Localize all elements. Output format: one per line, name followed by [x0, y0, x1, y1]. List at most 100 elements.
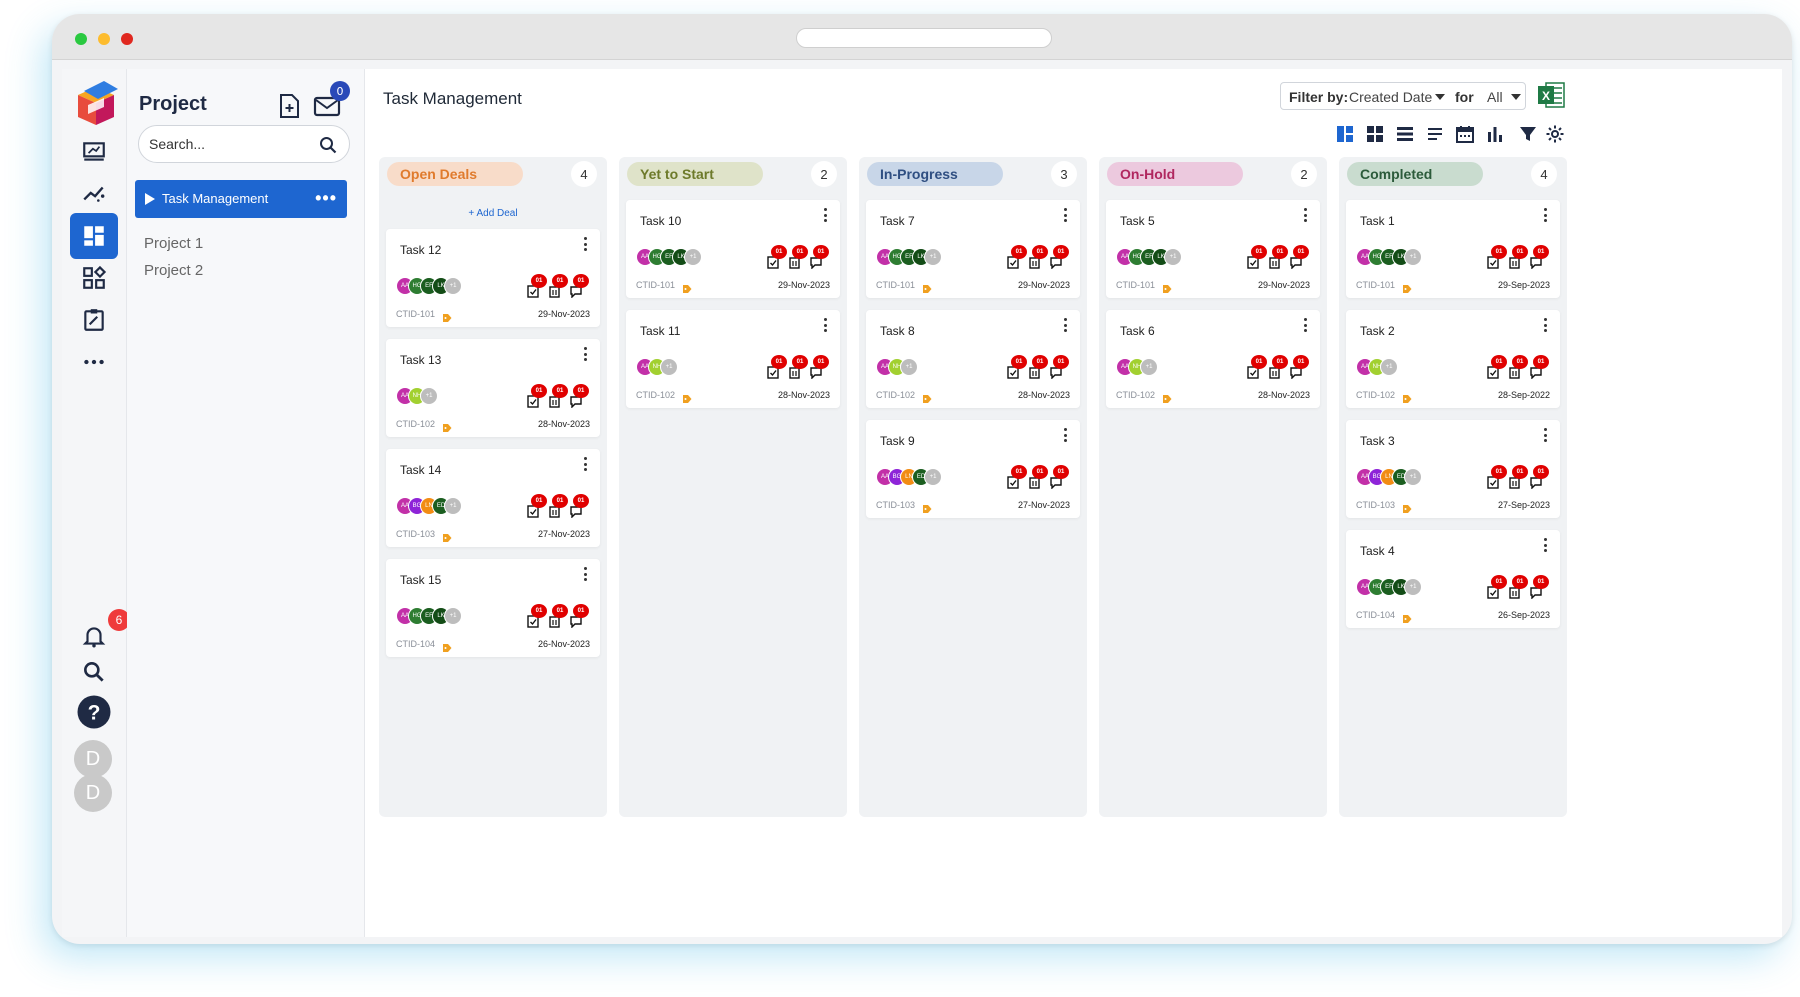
tag-icon[interactable] — [922, 279, 932, 293]
app-logo[interactable] — [74, 81, 118, 127]
comment-icon[interactable]: 01 — [1529, 355, 1549, 380]
comment-icon[interactable]: 01 — [1529, 245, 1549, 270]
tag-icon[interactable] — [442, 308, 452, 322]
card-menu-icon[interactable] — [584, 567, 588, 581]
task-card[interactable]: Task 15 AA HG EF LK +1 01 01 01 CTID-104 26-Nov-20… — [386, 559, 600, 657]
card-menu-icon[interactable] — [584, 237, 588, 251]
filter-field-select[interactable]: Created Date — [1349, 89, 1433, 105]
assignee-avatar[interactable]: +1 — [444, 277, 462, 295]
card-menu-icon[interactable] — [1544, 428, 1548, 442]
task-card[interactable]: Task 10 AA HG EF LK +1 01 01 01 CTID-101 29-Nov-20… — [626, 200, 840, 298]
global-search-icon[interactable] — [70, 649, 118, 695]
task-card[interactable]: Task 6 AA NH +1 01 01 01 CTID-102 28-Nov-2023 — [1106, 310, 1320, 408]
project-item-project-1[interactable]: Project 1 — [144, 235, 204, 252]
checklist-icon[interactable]: 01 — [1487, 465, 1507, 489]
tag-icon[interactable] — [442, 528, 452, 542]
comment-icon[interactable]: 01 — [1529, 465, 1549, 490]
assignee-avatar[interactable]: +1 — [1404, 468, 1422, 486]
assignee-avatar[interactable]: +1 — [1380, 358, 1398, 376]
card-menu-icon[interactable] — [1544, 318, 1548, 332]
tag-icon[interactable] — [1402, 609, 1412, 623]
card-menu-icon[interactable] — [824, 318, 828, 332]
chevron-down-icon[interactable] — [1435, 94, 1445, 100]
attachment-icon[interactable]: 01 — [548, 494, 568, 518]
comment-icon[interactable]: 01 — [569, 274, 589, 299]
more-options-icon[interactable]: ••• — [315, 188, 337, 208]
analytics-icon[interactable] — [70, 171, 118, 217]
assignee-avatar[interactable]: +1 — [684, 248, 702, 266]
comment-icon[interactable]: 01 — [1049, 245, 1069, 270]
task-card[interactable]: Task 13 AA NH +1 01 01 01 CTID-102 28-Nov-2023 — [386, 339, 600, 437]
attachment-icon[interactable]: 01 — [788, 355, 808, 379]
task-card[interactable]: Task 5 AA HG EF LK +1 01 01 01 CTID-101 29-Nov-202… — [1106, 200, 1320, 298]
assignee-avatar[interactable]: +1 — [1404, 248, 1422, 266]
comment-icon[interactable]: 01 — [1289, 355, 1309, 380]
attachment-icon[interactable]: 01 — [548, 274, 568, 298]
task-card[interactable]: Task 1 AA HG EF LK +1 01 01 01 CTID-101 29-Sep-202… — [1346, 200, 1560, 298]
checklist-icon[interactable]: 01 — [1487, 575, 1507, 599]
task-card[interactable]: Task 2 AA NH +1 01 01 01 CTID-102 28-Sep-2022 — [1346, 310, 1560, 408]
assignee-avatar[interactable]: +1 — [444, 607, 462, 625]
task-card[interactable]: Task 4 AA HG EF LK +1 01 01 01 CTID-104 26-Sep-202… — [1346, 530, 1560, 628]
task-card[interactable]: Task 7 AA HG EF LK +1 01 01 01 CTID-101 29-Nov-202… — [866, 200, 1080, 298]
checklist-icon[interactable]: 01 — [1007, 355, 1027, 379]
window-close-button[interactable] — [121, 33, 133, 45]
more-icon[interactable] — [70, 339, 118, 385]
tag-icon[interactable] — [1402, 389, 1412, 403]
checklist-icon[interactable]: 01 — [1007, 465, 1027, 489]
project-search-input[interactable] — [149, 134, 309, 154]
tag-icon[interactable] — [1162, 279, 1172, 293]
checklist-icon[interactable]: 01 — [1247, 355, 1267, 379]
assignee-avatar[interactable]: +1 — [924, 248, 942, 266]
comment-icon[interactable]: 01 — [809, 355, 829, 380]
assignee-avatar[interactable]: +1 — [660, 358, 678, 376]
user-avatar[interactable]: D — [74, 740, 112, 778]
assignee-avatar[interactable]: +1 — [1404, 578, 1422, 596]
attachment-icon[interactable]: 01 — [548, 384, 568, 408]
comment-icon[interactable]: 01 — [569, 384, 589, 409]
list-view-icon[interactable] — [1393, 122, 1417, 146]
checklist-icon[interactable]: 01 — [767, 355, 787, 379]
mail-icon[interactable] — [313, 95, 341, 119]
filter-scope-select[interactable]: All — [1487, 89, 1503, 105]
window-maximize-button[interactable] — [75, 33, 87, 45]
excel-export-icon[interactable]: X — [1536, 80, 1566, 110]
tag-icon[interactable] — [922, 389, 932, 403]
comment-icon[interactable]: 01 — [1049, 465, 1069, 490]
attachment-icon[interactable]: 01 — [1508, 355, 1528, 379]
dashboard-icon[interactable] — [70, 213, 118, 259]
assignee-avatar[interactable]: +1 — [924, 468, 942, 486]
assignee-avatar[interactable]: +1 — [900, 358, 918, 376]
task-card[interactable]: Task 8 AA NH +1 01 01 01 CTID-102 28-Nov-2023 — [866, 310, 1080, 408]
card-menu-icon[interactable] — [1064, 208, 1068, 222]
checklist-icon[interactable]: 01 — [1487, 355, 1507, 379]
card-menu-icon[interactable] — [824, 208, 828, 222]
card-menu-icon[interactable] — [1064, 318, 1068, 332]
assignee-avatar[interactable]: +1 — [1140, 358, 1158, 376]
attachment-icon[interactable]: 01 — [1268, 355, 1288, 379]
tag-icon[interactable] — [1402, 279, 1412, 293]
attachment-icon[interactable]: 01 — [1508, 465, 1528, 489]
notifications-icon[interactable]: 6 — [70, 609, 130, 659]
address-bar[interactable] — [796, 28, 1052, 48]
card-menu-icon[interactable] — [1544, 538, 1548, 552]
card-menu-icon[interactable] — [1544, 208, 1548, 222]
tag-icon[interactable] — [682, 389, 692, 403]
attachment-icon[interactable]: 01 — [548, 604, 568, 628]
card-menu-icon[interactable] — [584, 347, 588, 361]
project-item-project-2[interactable]: Project 2 — [144, 262, 204, 279]
card-menu-icon[interactable] — [1064, 428, 1068, 442]
tag-icon[interactable] — [1162, 389, 1172, 403]
task-card[interactable]: Task 3 AA BG LN ED +1 01 01 01 CTID-103 27-Sep-202… — [1346, 420, 1560, 518]
monitor-icon[interactable] — [70, 129, 118, 175]
comment-icon[interactable]: 01 — [1049, 355, 1069, 380]
card-menu-icon[interactable] — [584, 457, 588, 471]
card-menu-icon[interactable] — [1304, 208, 1308, 222]
checklist-icon[interactable]: 01 — [767, 245, 787, 269]
tag-icon[interactable] — [922, 499, 932, 513]
kanban-view-icon[interactable] — [1333, 122, 1357, 146]
checklist-icon[interactable]: 01 — [527, 384, 547, 408]
add-deal-button[interactable]: + Add Deal — [468, 208, 518, 219]
project-item-task-management[interactable]: Task Management ••• — [135, 180, 347, 218]
calendar-icon[interactable] — [1453, 122, 1477, 146]
